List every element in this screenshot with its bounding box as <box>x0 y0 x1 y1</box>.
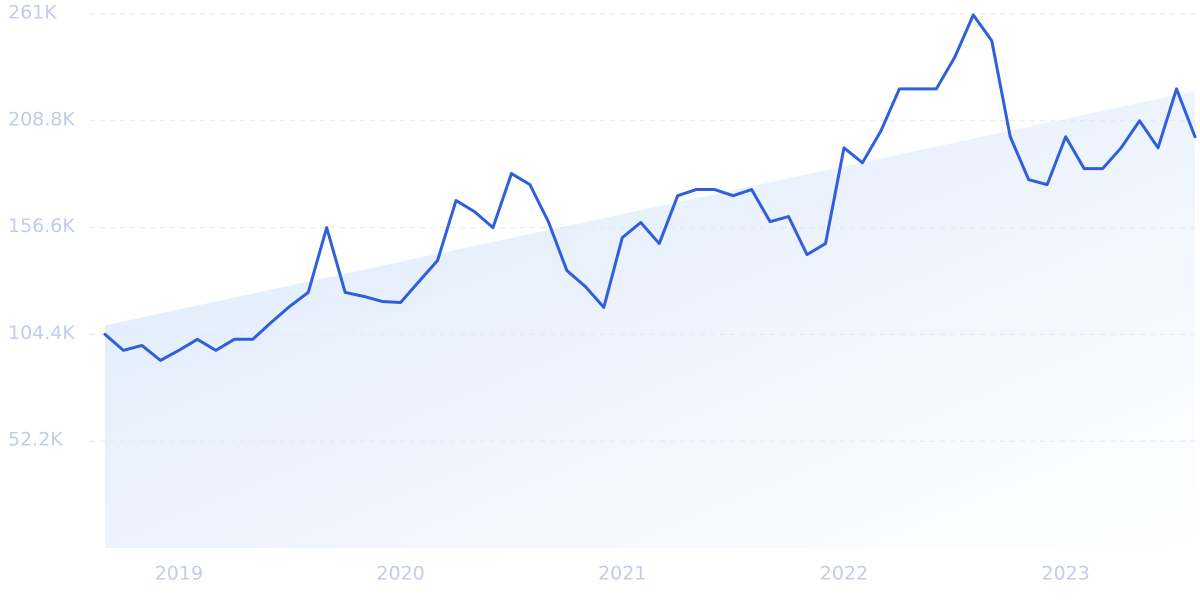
trend-area <box>105 90 1195 548</box>
y-tick-label: 261K <box>8 2 57 24</box>
y-tick-label: 156.6K <box>8 215 75 237</box>
x-tick-label: 2021 <box>598 563 646 585</box>
line <box>103 13 1197 362</box>
y-tick-label: 208.8K <box>8 108 75 130</box>
x-tick-label: 2020 <box>376 563 424 585</box>
x-tick-label: 2019 <box>155 563 203 585</box>
y-tick-label: 104.4K <box>8 322 75 344</box>
x-tick-label: 2023 <box>1041 563 1089 585</box>
x-tick-label: 2022 <box>820 563 868 585</box>
y-tick-label: 52.2K <box>8 429 63 451</box>
